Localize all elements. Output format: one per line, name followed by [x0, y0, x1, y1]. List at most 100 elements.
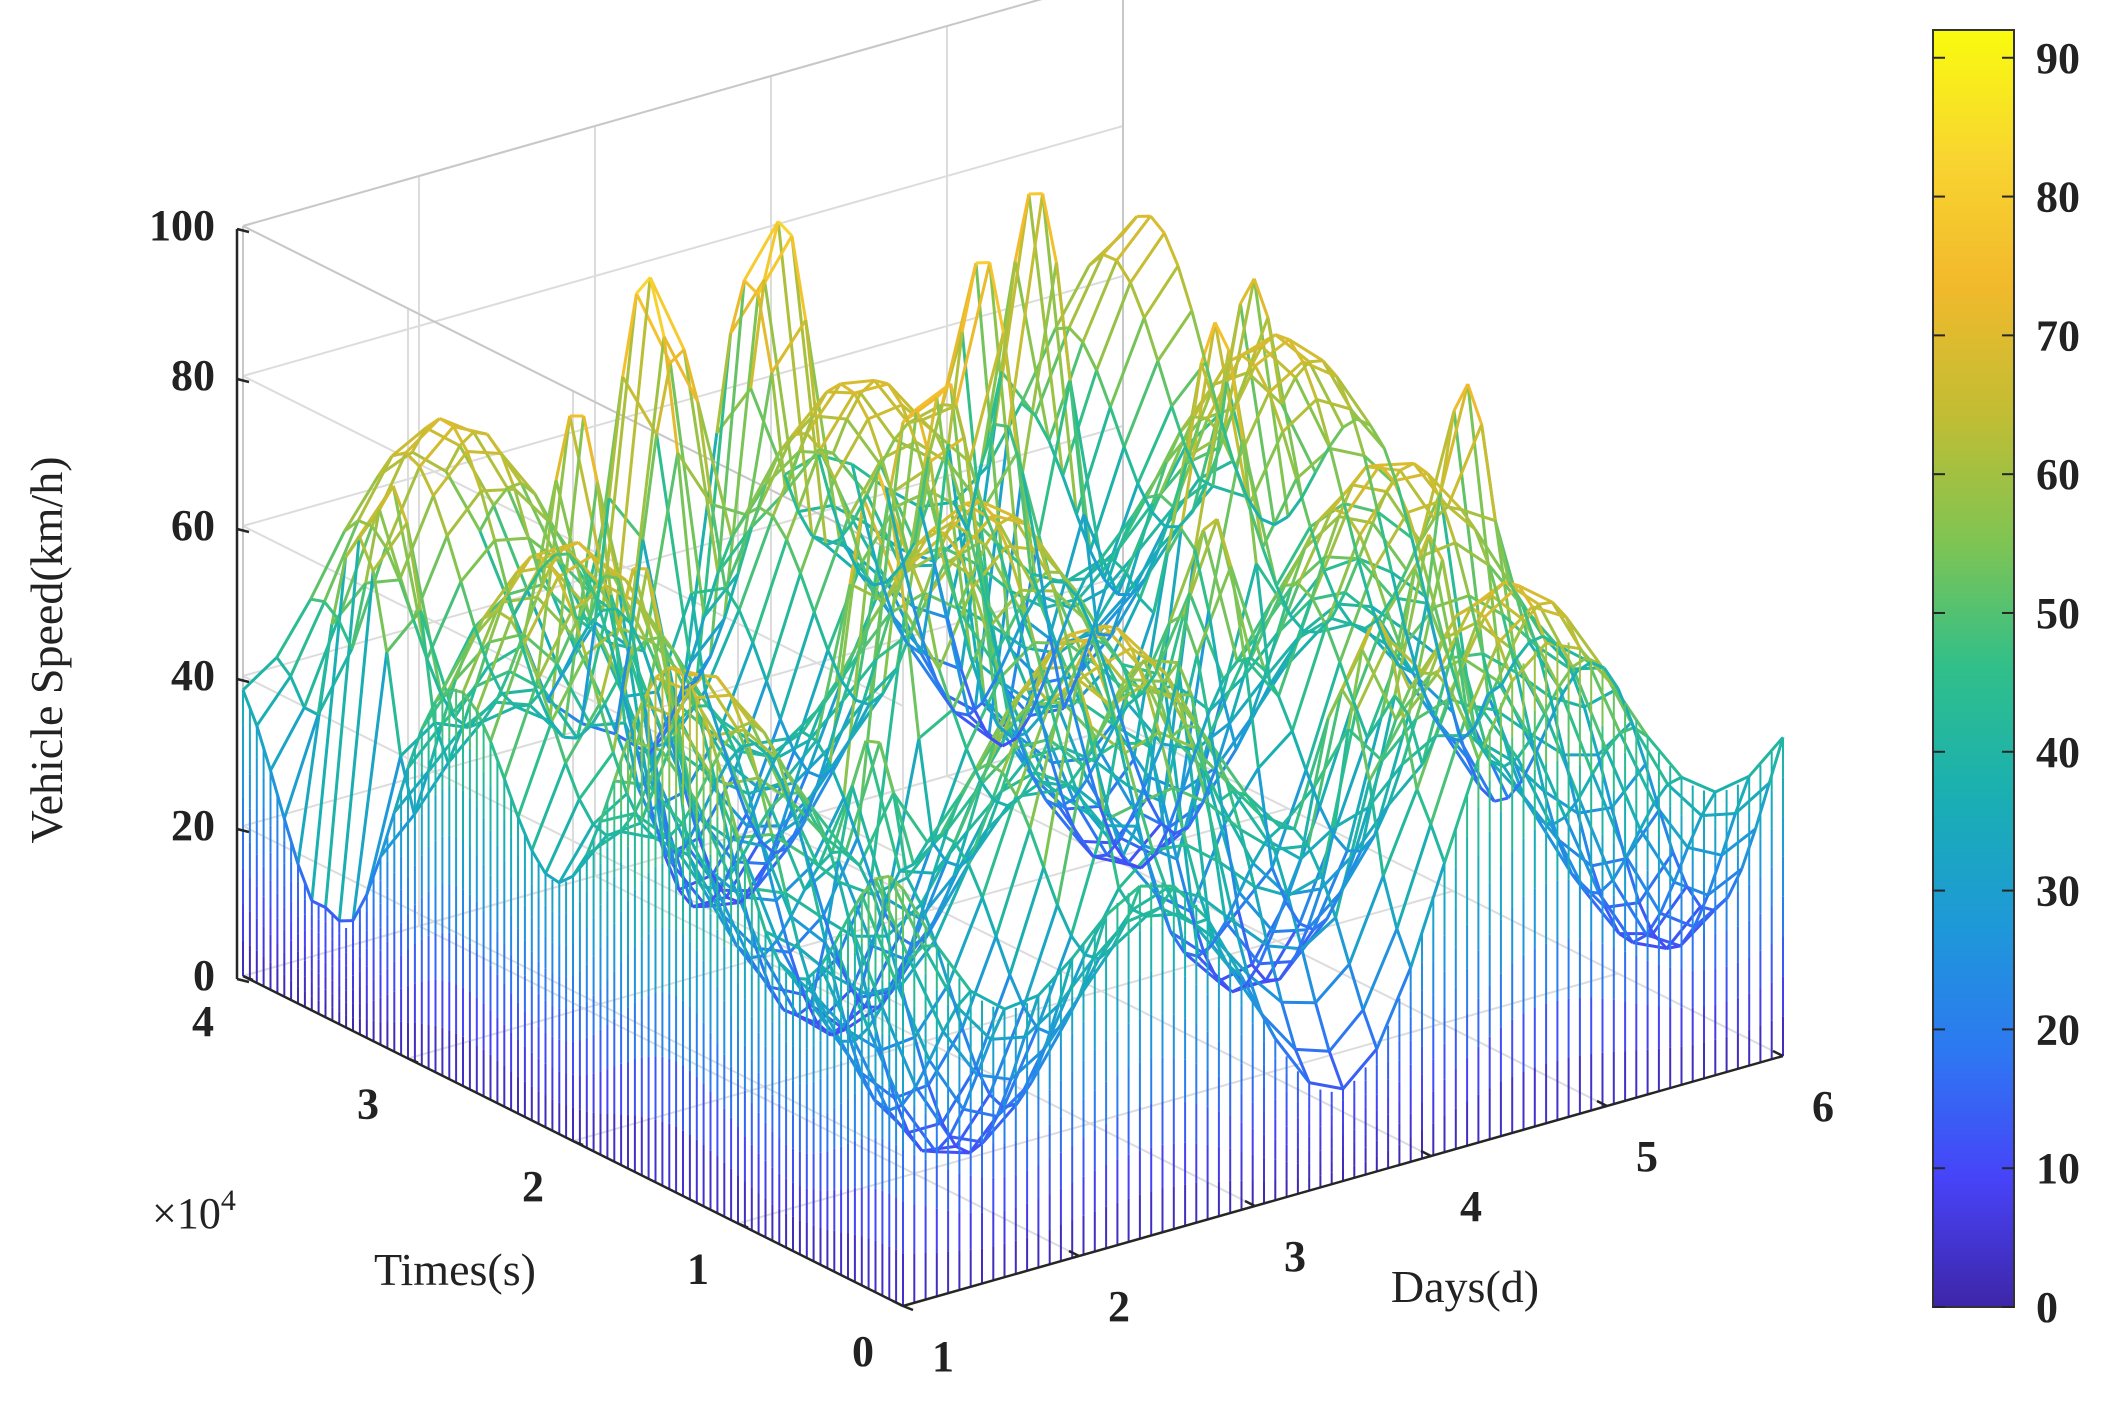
surface-mesh-line: [605, 678, 619, 704]
surface-mesh-line: [1330, 449, 1344, 504]
surface-mesh-line: [1282, 404, 1316, 472]
surface-mesh-line: [1281, 827, 1295, 829]
surface-mesh-line: [1302, 472, 1316, 497]
colorbar-tick-label: 20: [2036, 1005, 2080, 1054]
surface-mesh-line: [1044, 868, 1058, 906]
surface-mesh-line: [1311, 592, 1345, 599]
surface-mesh-line: [962, 263, 976, 332]
colorbar-tick-label: 60: [2036, 450, 2080, 499]
surface-mesh-line: [1158, 361, 1172, 406]
surface-mesh-line: [1304, 631, 1318, 632]
surface-mesh-line: [1051, 581, 1065, 582]
surface-mesh-line: [1316, 1003, 1330, 1052]
surface-mesh-line: [1266, 979, 1280, 980]
surface-mesh-line: [1515, 642, 1529, 660]
x-axis-title: Days(d): [1391, 1261, 1539, 1312]
surface-mesh-line: [461, 582, 475, 627]
surface-mesh-line: [1001, 261, 1015, 371]
z-tick-mark: [237, 529, 249, 532]
surface-mesh-line: [717, 677, 731, 695]
surface-mesh-line: [576, 618, 590, 619]
y-tick-label: 2: [522, 1162, 544, 1211]
colorbar-tick-label: 30: [2036, 867, 2080, 916]
surface-mesh-line: [922, 1151, 936, 1152]
surface-mesh-line: [487, 434, 501, 453]
surface-mesh-line: [1397, 929, 1411, 968]
surface-mesh-line: [961, 771, 975, 794]
surface-mesh-line: [969, 865, 983, 898]
surface-mesh-line: [604, 576, 618, 578]
surface-mesh-line: [1010, 975, 1024, 1007]
surface-mesh-line: [1055, 328, 1069, 329]
z-tick-label: 20: [171, 801, 215, 850]
z-tick-mark: [237, 829, 249, 832]
surface-mesh-line: [579, 799, 593, 824]
surface-mesh-line: [446, 446, 460, 472]
surface-mesh-line: [1119, 888, 1133, 909]
surface-mesh-line: [546, 799, 580, 874]
z-tick-label: 100: [149, 201, 215, 250]
surface-mesh-line: [495, 538, 529, 540]
x-tick-mark: [893, 1301, 903, 1306]
surface-mesh-line: [814, 612, 828, 650]
surface-mesh-line: [950, 1109, 964, 1136]
surface-mesh-line: [694, 706, 708, 707]
surface-mesh-line: [1383, 876, 1397, 929]
surface-mesh-line: [1320, 807, 1334, 836]
surface-mesh-line: [461, 541, 495, 582]
surface-mesh-line: [277, 599, 311, 657]
surface-mesh-line: [1258, 731, 1292, 768]
surface-mesh-line: [919, 738, 933, 842]
surface-mesh-line: [1605, 903, 1639, 908]
z-tick-label: 0: [193, 951, 215, 1000]
surface-mesh-line: [1098, 634, 1112, 635]
surface-mesh-line: [1083, 342, 1097, 370]
y-tick-label: 4: [192, 997, 214, 1046]
surface-mesh-line: [516, 705, 530, 707]
z-axis-title: Vehicle Speed(km/h): [21, 456, 72, 843]
y-axis-exponent-power: 4: [221, 1184, 236, 1217]
surface-mesh-line: [1192, 311, 1206, 363]
surface-mesh-line: [1057, 905, 1071, 936]
surface-mesh-line: [773, 516, 787, 539]
surface-mesh-line: [1130, 283, 1144, 318]
surface-mesh-line: [1015, 194, 1029, 261]
surface-mesh-line: [311, 599, 325, 602]
surface-mesh-line: [949, 897, 983, 984]
y-tick-label: 3: [357, 1080, 379, 1129]
surface-mesh-line: [1688, 816, 1702, 848]
surface-mesh-line: [1144, 266, 1178, 318]
surface-mesh-line: [854, 393, 868, 419]
surface-mesh-line: [1069, 328, 1083, 343]
surface-mesh-line: [729, 839, 763, 846]
surface-mesh-line: [1279, 696, 1293, 731]
surface-mesh-line: [1309, 1083, 1343, 1089]
surface-mesh-line: [1124, 361, 1158, 447]
surface-mesh-line: [467, 452, 481, 492]
surface-mesh-line: [1668, 784, 1702, 815]
surface-mesh-line: [1539, 602, 1553, 604]
surface-mesh-line: [1309, 361, 1323, 362]
surface-mesh-line: [271, 708, 305, 771]
z-tick-label: 60: [171, 501, 215, 550]
x-tick-label: 6: [1812, 1082, 1834, 1131]
colorbar-tick-label: 50: [2036, 589, 2080, 638]
surface-mesh-line: [1253, 840, 1267, 863]
surface-mesh-line: [767, 681, 781, 719]
surface-mesh-line: [650, 278, 684, 350]
surface-mesh-line: [937, 946, 971, 991]
surface-mesh-line: [565, 542, 579, 546]
surface-mesh-line: [1308, 846, 1322, 877]
surface-mesh-line: [1197, 655, 1211, 732]
surface-mesh-line: [514, 590, 528, 615]
surface-mesh-line: [1417, 789, 1431, 824]
surface-mesh-line: [1179, 512, 1193, 527]
colorbar-tick-label: 90: [2036, 34, 2080, 83]
grid-line-back-z: [243, 126, 1123, 376]
surface-mesh-line: [712, 504, 746, 514]
surface-mesh-line: [1682, 777, 1716, 792]
z-tick-label: 80: [171, 351, 215, 400]
surface-mesh-line: [1295, 1049, 1329, 1051]
